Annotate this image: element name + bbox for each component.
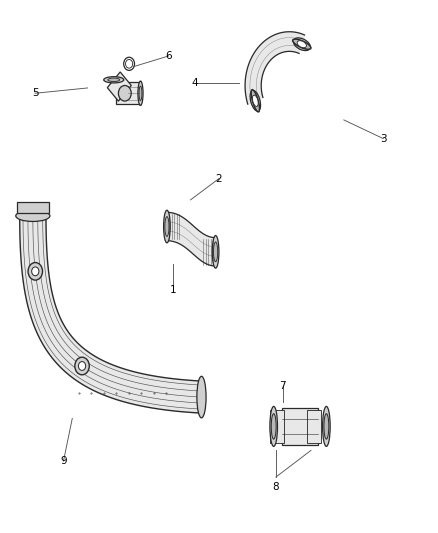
- Ellipse shape: [28, 263, 42, 280]
- Ellipse shape: [32, 267, 39, 276]
- Text: 3: 3: [380, 134, 387, 143]
- Ellipse shape: [322, 406, 330, 447]
- Ellipse shape: [163, 210, 170, 243]
- Ellipse shape: [104, 77, 124, 83]
- Polygon shape: [20, 216, 202, 413]
- Ellipse shape: [118, 85, 131, 101]
- Ellipse shape: [78, 361, 86, 370]
- Ellipse shape: [251, 90, 260, 112]
- Text: 7: 7: [279, 382, 286, 391]
- Ellipse shape: [197, 376, 206, 418]
- Ellipse shape: [250, 91, 261, 111]
- Ellipse shape: [212, 236, 219, 268]
- Ellipse shape: [213, 242, 218, 262]
- FancyBboxPatch shape: [307, 410, 321, 443]
- Ellipse shape: [271, 414, 276, 439]
- Polygon shape: [245, 32, 304, 104]
- Ellipse shape: [124, 57, 134, 70]
- Ellipse shape: [16, 211, 50, 222]
- FancyBboxPatch shape: [283, 408, 318, 445]
- FancyBboxPatch shape: [270, 410, 284, 443]
- Text: 5: 5: [32, 88, 39, 98]
- Polygon shape: [167, 212, 215, 266]
- Ellipse shape: [297, 41, 307, 48]
- Ellipse shape: [324, 414, 329, 439]
- FancyBboxPatch shape: [17, 203, 49, 214]
- Text: 2: 2: [215, 174, 223, 183]
- Text: 8: 8: [272, 482, 279, 492]
- Ellipse shape: [138, 81, 143, 106]
- Polygon shape: [116, 82, 141, 104]
- Polygon shape: [107, 72, 131, 101]
- Ellipse shape: [75, 357, 89, 375]
- Ellipse shape: [252, 95, 258, 107]
- Ellipse shape: [293, 38, 310, 51]
- Text: 6: 6: [165, 51, 172, 61]
- Ellipse shape: [126, 60, 133, 68]
- Text: 1: 1: [170, 286, 177, 295]
- Ellipse shape: [293, 39, 311, 50]
- Ellipse shape: [165, 216, 169, 237]
- Text: 9: 9: [60, 456, 67, 466]
- Text: 4: 4: [191, 78, 198, 87]
- Ellipse shape: [108, 78, 120, 82]
- Ellipse shape: [139, 86, 142, 101]
- Ellipse shape: [270, 406, 278, 447]
